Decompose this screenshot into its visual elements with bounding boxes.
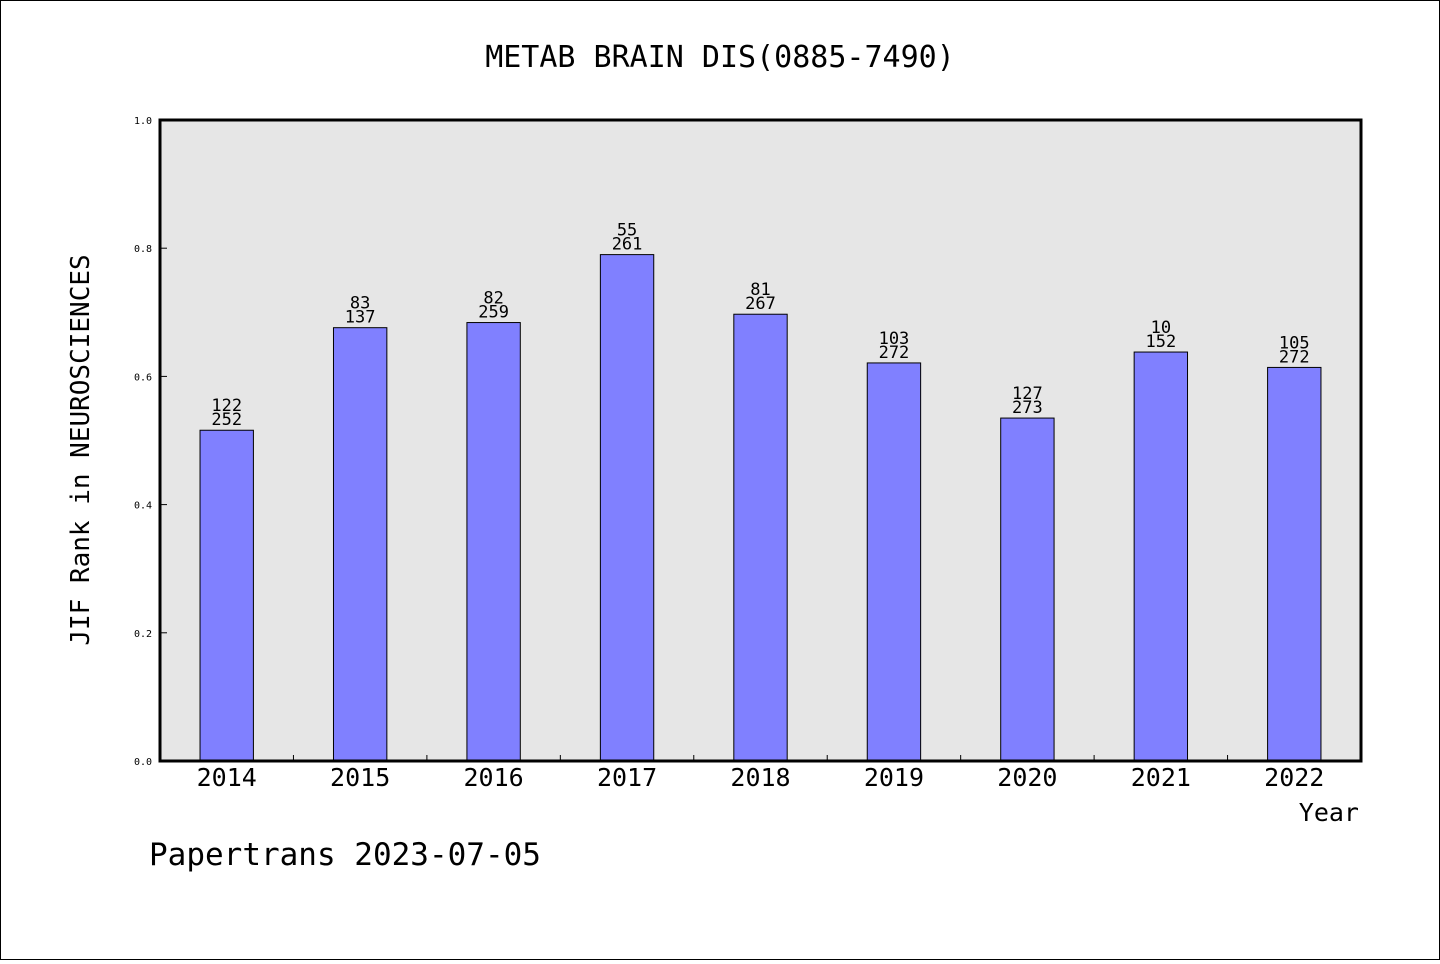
plot-border [158, 118, 1363, 763]
x-tick-label: 2017 [597, 763, 657, 792]
x-tick-label: 2015 [330, 763, 390, 792]
y-tick-label: 0.8 [134, 244, 152, 255]
bar-2019 [866, 362, 922, 762]
x-tick-label: 2021 [1131, 763, 1191, 792]
bar-total-label: 272 [1279, 347, 1310, 367]
bar-2015 [332, 327, 388, 762]
y-tick-label: 0.2 [134, 629, 152, 640]
bar-total-label: 252 [211, 410, 242, 430]
axis-ticks: 0.0 0.2 0.4 0.6 0.8 1.0 2014 2015 2016 2017 2018 20… [134, 116, 1324, 792]
x-tick-label: 2016 [464, 763, 524, 792]
bar-2020 [1000, 417, 1055, 762]
bar-rank-label: 105 [1279, 333, 1310, 353]
y-tick-label: 1.0 [134, 116, 152, 127]
bar-rank-label: 103 [879, 329, 910, 349]
bar-2018 [733, 313, 788, 762]
bar-2016 [466, 322, 521, 762]
bar-2021 [1133, 351, 1189, 762]
bar-rank-label: 83 [350, 294, 370, 314]
bar-rank-label: 127 [1012, 384, 1043, 404]
bar-rank-label: 55 [617, 221, 637, 241]
chart-title: METAB BRAIN DIS(0885-7490) [485, 40, 955, 75]
x-tick-label: 2019 [864, 763, 924, 792]
x-tick-label: 2018 [730, 763, 790, 792]
y-tick-label: 0.6 [134, 372, 152, 383]
bar-rank-label: 10 [1151, 318, 1171, 338]
bar-2017 [599, 254, 655, 762]
bar-total-label: 137 [345, 308, 376, 328]
bar-rank-label: 81 [750, 280, 770, 300]
bar-total-label: 272 [879, 343, 910, 363]
x-tick-label: 2022 [1264, 763, 1324, 792]
bar-total-label: 267 [745, 294, 776, 314]
footer-text: Papertrans 2023-07-05 [149, 837, 541, 873]
x-axis-label: Year [1299, 798, 1359, 827]
bar-total-label: 273 [1012, 398, 1043, 418]
x-tick-label: 2020 [997, 763, 1057, 792]
bar-rank-label: 122 [211, 396, 242, 416]
bars-group: 1222528313782259552618126710327212727310… [199, 221, 1322, 762]
bar-2014 [199, 429, 254, 762]
bar-total-label: 259 [478, 303, 509, 323]
bar-2022 [1267, 366, 1322, 762]
bar-rank-label: 82 [483, 289, 503, 309]
bar-total-label: 261 [612, 235, 643, 255]
y-tick-label: 0.0 [134, 757, 152, 768]
y-tick-label: 0.4 [134, 501, 152, 512]
bar-total-label: 152 [1145, 332, 1176, 352]
y-axis-label: JIF Rank in NEUROSCIENCES [66, 254, 96, 645]
x-tick-label: 2014 [197, 763, 257, 792]
